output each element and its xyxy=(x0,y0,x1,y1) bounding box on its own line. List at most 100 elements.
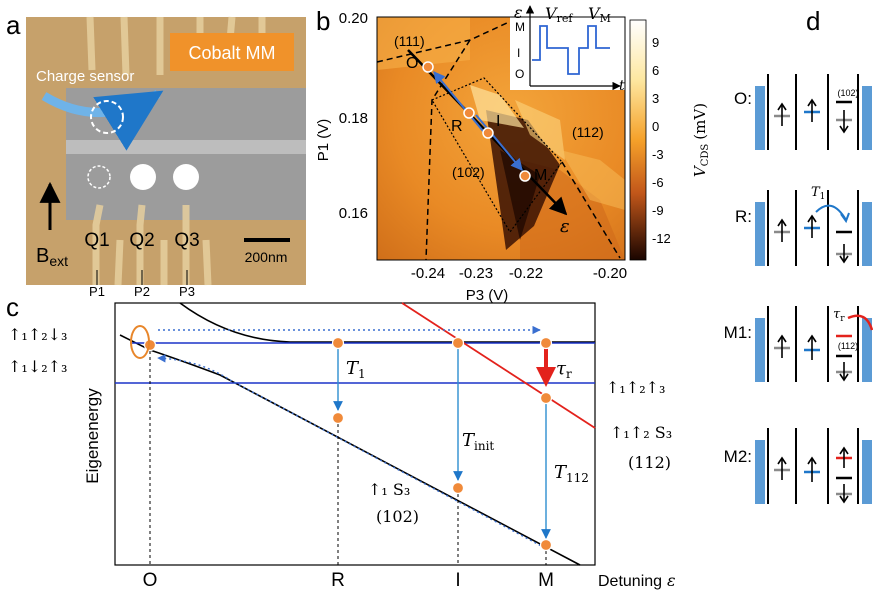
state-label-112-config: (112) xyxy=(628,453,671,472)
lead-left-r xyxy=(755,202,765,266)
state-label-102: ↑₁ S₃ xyxy=(368,480,410,499)
cbar-tick-3: 0 xyxy=(652,119,659,134)
gate-label-p1: P1 xyxy=(89,284,105,299)
gate-label-p2: P2 xyxy=(134,284,150,299)
energy-point-i-top xyxy=(451,336,465,350)
label-d-t1: T1 xyxy=(811,185,825,202)
inset-level-i: I xyxy=(517,46,520,60)
energy-point-m-top xyxy=(539,336,553,350)
label-taur: τr xyxy=(556,358,572,381)
colorbar-label: VCDS(mV) xyxy=(691,103,711,177)
inset-y-axis-label: ε xyxy=(514,3,523,22)
label-t112: T112 xyxy=(554,462,589,485)
panel-label-b: b xyxy=(316,6,330,36)
spin-q3-r-head xyxy=(839,255,849,264)
transition-line-3 xyxy=(561,161,621,259)
map-point-m xyxy=(519,170,531,182)
state-label-uud: ↑₁↑₂↓₃ xyxy=(8,325,67,344)
energy-point-m-bottom xyxy=(539,538,553,552)
row-label-m2: M2: xyxy=(724,447,752,466)
region-111: (111) xyxy=(394,33,425,49)
tunnel-arrow-head-r xyxy=(840,212,850,224)
charge-sensor-label: Charge sensor xyxy=(36,68,134,85)
spin-q2-r-head xyxy=(807,214,817,223)
panel-label-a: a xyxy=(6,10,21,40)
cbar-tick-6: -9 xyxy=(652,203,664,218)
spin-q1-r-head xyxy=(777,218,787,227)
dot-label-q1: Q1 xyxy=(84,230,109,251)
sensor-arrow xyxy=(41,90,164,151)
map-ylabel: P1 (V) xyxy=(315,119,332,162)
row-label-m1: M1: xyxy=(724,323,752,342)
cbar-tick-4: -3 xyxy=(652,147,664,162)
scale-bar-label: 200nm xyxy=(245,249,288,265)
energy-xtick-i: I xyxy=(455,570,460,591)
map-label-m: M xyxy=(534,167,547,184)
gate-label-p3: P3 xyxy=(179,284,195,299)
dotted-path-bottom xyxy=(157,354,546,549)
energy-xlabel: Detuning ε xyxy=(598,571,676,590)
energy-ylabel: Eigenenergy xyxy=(83,388,102,484)
map-point-r xyxy=(463,107,475,119)
energy-point-o xyxy=(143,338,157,352)
dot-q1-circle xyxy=(87,165,111,189)
region-102: (102) xyxy=(452,164,485,180)
lead-left-o xyxy=(755,86,765,150)
spin-q2-o-head xyxy=(807,98,817,107)
xtick-3: -0.20 xyxy=(593,265,627,282)
spin-q2-m1-head xyxy=(807,334,817,343)
xtick-2: -0.22 xyxy=(509,265,543,282)
cbar-tick-0: 9 xyxy=(652,35,659,50)
spin-q3-up-m2-head xyxy=(839,446,849,455)
energy-xtick-r: R xyxy=(331,570,345,591)
cobalt-mm-badge: Cobalt MM xyxy=(188,43,275,63)
map-point-o xyxy=(422,61,434,73)
state-label-udu: ↑₁↓₂↑₃ xyxy=(8,357,67,376)
spin-q1-m2-head xyxy=(777,456,787,465)
energy-xtick-m: M xyxy=(538,570,554,591)
relax-arrow-m1 xyxy=(847,314,873,331)
spin-q3-o-head xyxy=(839,125,849,134)
lead-left-m2 xyxy=(755,440,765,504)
bluepath-1 xyxy=(433,71,489,138)
panel-label-d: d xyxy=(806,6,820,36)
xtick-0: -0.24 xyxy=(411,265,445,282)
energy-point-r-bottom xyxy=(331,411,345,425)
label-112-config: (112) xyxy=(838,341,858,351)
dot-q2-circle xyxy=(130,164,156,190)
pulse-inset xyxy=(510,4,628,91)
triangle-region xyxy=(431,77,563,234)
label-102-config: (102) xyxy=(837,88,858,98)
inset-x-axis-label: t xyxy=(619,78,625,94)
row-label-o: O: xyxy=(734,89,752,108)
field-label: Bext xyxy=(36,245,68,269)
lead-right-m2 xyxy=(862,440,872,504)
dot-label-q3: Q3 xyxy=(174,230,199,251)
inset-level-m: M xyxy=(515,20,525,34)
label-d-taur: τr xyxy=(833,307,845,324)
spin-q2-m2-head xyxy=(807,456,817,465)
state-label-102-config: (102) xyxy=(376,507,419,526)
cbar-tick-1: 6 xyxy=(652,63,659,78)
state-label-112: ↑₁↑₂ S₃ xyxy=(610,423,672,442)
spin-q3-m1-head xyxy=(839,373,849,382)
cbar-tick-2: 3 xyxy=(652,91,659,106)
map-label-o: O xyxy=(406,55,418,72)
cbar-tick-5: -6 xyxy=(652,175,664,190)
spin-q3-m2-head xyxy=(839,495,849,504)
sensor-dot-circle xyxy=(90,100,124,134)
xtick-1: -0.23 xyxy=(459,265,493,282)
bluepath-2 xyxy=(475,114,523,171)
colorbar xyxy=(629,19,647,261)
energy-point-r-top xyxy=(331,336,345,350)
energy-xtick-o: O xyxy=(143,570,158,591)
state-label-uuu: ↑₁↑₂↑₃ xyxy=(606,378,665,397)
energy-point-m-mid xyxy=(539,391,553,405)
anticrossing-ellipse xyxy=(130,325,150,359)
inset-vref-label: Vref xyxy=(545,4,573,25)
map-label-i: I xyxy=(496,113,500,130)
ytick-1: 0.18 xyxy=(339,110,368,127)
line-red-112 xyxy=(401,302,596,429)
map-xlabel: P3 (V) xyxy=(466,287,509,304)
